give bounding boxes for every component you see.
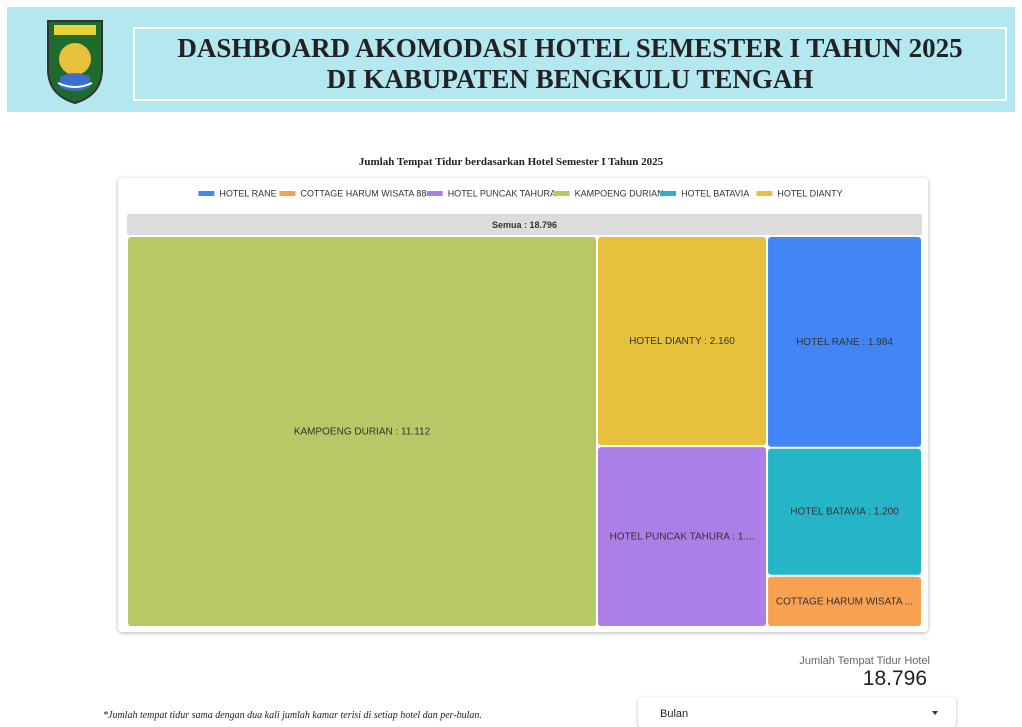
title-line: DASHBOARD AKOMODASI HOTEL SEMESTER I TAH…: [177, 33, 963, 63]
legend-label: HOTEL BATAVIA: [681, 189, 749, 199]
scorecard-value: 18.796: [862, 667, 927, 690]
treemap: HOTEL RANE COTTAGE HARUM WISATA 88 HOTEL P…: [127, 189, 922, 626]
chart-title: Jumlah Tempat Tidur berdasarkan Hotel Se…: [358, 156, 664, 168]
chart-card: HOTEL RANE COTTAGE HARUM WISATA 88 HOTEL P…: [118, 178, 928, 632]
node-label: HOTEL BATAVIA : 1.200: [790, 507, 899, 518]
treemap-node: [128, 237, 596, 626]
treemap-node: [768, 448, 921, 575]
node-label: KAMPOENG DURIAN : 11.112: [294, 427, 431, 438]
filter-label: Bulan: [660, 708, 689, 720]
node-label: COTTAGE HARUM WISATA ...: [776, 596, 913, 607]
legend-swatch: [279, 191, 296, 196]
dropdown-arrow: [932, 711, 938, 715]
root-band: [127, 214, 922, 235]
scorecard-label: Jumlah Tempat Tidur Hotel: [799, 655, 930, 667]
root-label: Semua : 18.796: [492, 220, 557, 230]
treemap-node: [597, 447, 767, 626]
legend-swatch: [756, 191, 773, 196]
treemap-node: [768, 237, 921, 447]
legend-swatch: [426, 191, 443, 196]
legend-label: HOTEL DIANTY: [777, 189, 842, 199]
treemap-node: [768, 576, 921, 626]
node-label: HOTEL DIANTY : 2.160: [629, 336, 735, 347]
legend-label: KAMPOENG DURIAN: [575, 189, 664, 199]
header: DASHBOARD AKOMODASI HOTEL SEMESTER I TAH…: [7, 7, 1015, 112]
legend-label: HOTEL PUNCAK TAHURA: [448, 189, 556, 199]
footnote: *Jumlah tempat tidur sama dengan dua kal…: [103, 710, 482, 721]
node-label: HOTEL RANE : 1.984: [796, 337, 893, 348]
title-box: DASHBOARD AKOMODASI HOTEL SEMESTER I TAH…: [133, 27, 1007, 101]
legend-swatch: [198, 191, 215, 196]
node-label: HOTEL PUNCAK TAHURA : 1....: [610, 532, 755, 543]
title-line: DI KABUPATEN BENGKULU TENGAH: [326, 64, 814, 94]
logo: [47, 20, 103, 105]
month-filter[interactable]: Bulan: [638, 697, 956, 727]
legend-label: COTTAGE HARUM WISATA 88: [300, 189, 426, 199]
legend-swatch: [660, 191, 677, 196]
legend-swatch: [553, 191, 570, 196]
legend-label: HOTEL RANE: [219, 189, 276, 199]
treemap-node: [597, 237, 767, 446]
